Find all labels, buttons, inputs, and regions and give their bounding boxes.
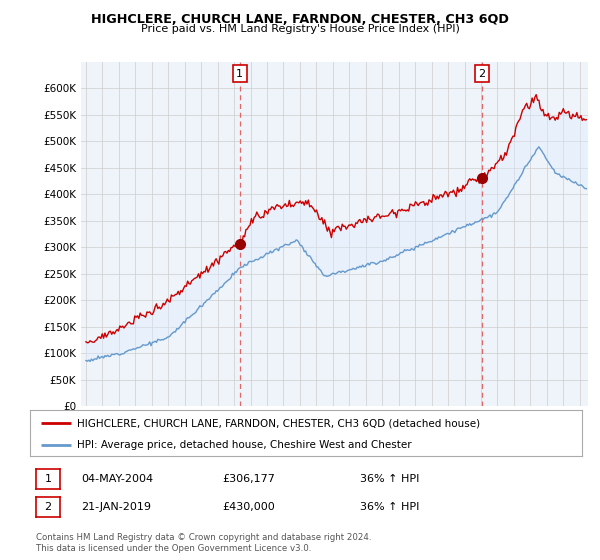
Text: HPI: Average price, detached house, Cheshire West and Chester: HPI: Average price, detached house, Ches… xyxy=(77,440,412,450)
Text: £306,177: £306,177 xyxy=(222,474,275,484)
Text: Price paid vs. HM Land Registry's House Price Index (HPI): Price paid vs. HM Land Registry's House … xyxy=(140,24,460,34)
Text: 04-MAY-2004: 04-MAY-2004 xyxy=(81,474,153,484)
Text: £430,000: £430,000 xyxy=(222,502,275,512)
Text: 1: 1 xyxy=(236,69,243,78)
Text: HIGHCLERE, CHURCH LANE, FARNDON, CHESTER, CH3 6QD (detached house): HIGHCLERE, CHURCH LANE, FARNDON, CHESTER… xyxy=(77,418,480,428)
Text: 2: 2 xyxy=(478,69,485,78)
Text: 21-JAN-2019: 21-JAN-2019 xyxy=(81,502,151,512)
Text: 36% ↑ HPI: 36% ↑ HPI xyxy=(360,474,419,484)
Text: 36% ↑ HPI: 36% ↑ HPI xyxy=(360,502,419,512)
Text: HIGHCLERE, CHURCH LANE, FARNDON, CHESTER, CH3 6QD: HIGHCLERE, CHURCH LANE, FARNDON, CHESTER… xyxy=(91,13,509,26)
Text: 1: 1 xyxy=(44,474,52,484)
Text: 2: 2 xyxy=(44,502,52,512)
Text: Contains HM Land Registry data © Crown copyright and database right 2024.
This d: Contains HM Land Registry data © Crown c… xyxy=(36,533,371,553)
